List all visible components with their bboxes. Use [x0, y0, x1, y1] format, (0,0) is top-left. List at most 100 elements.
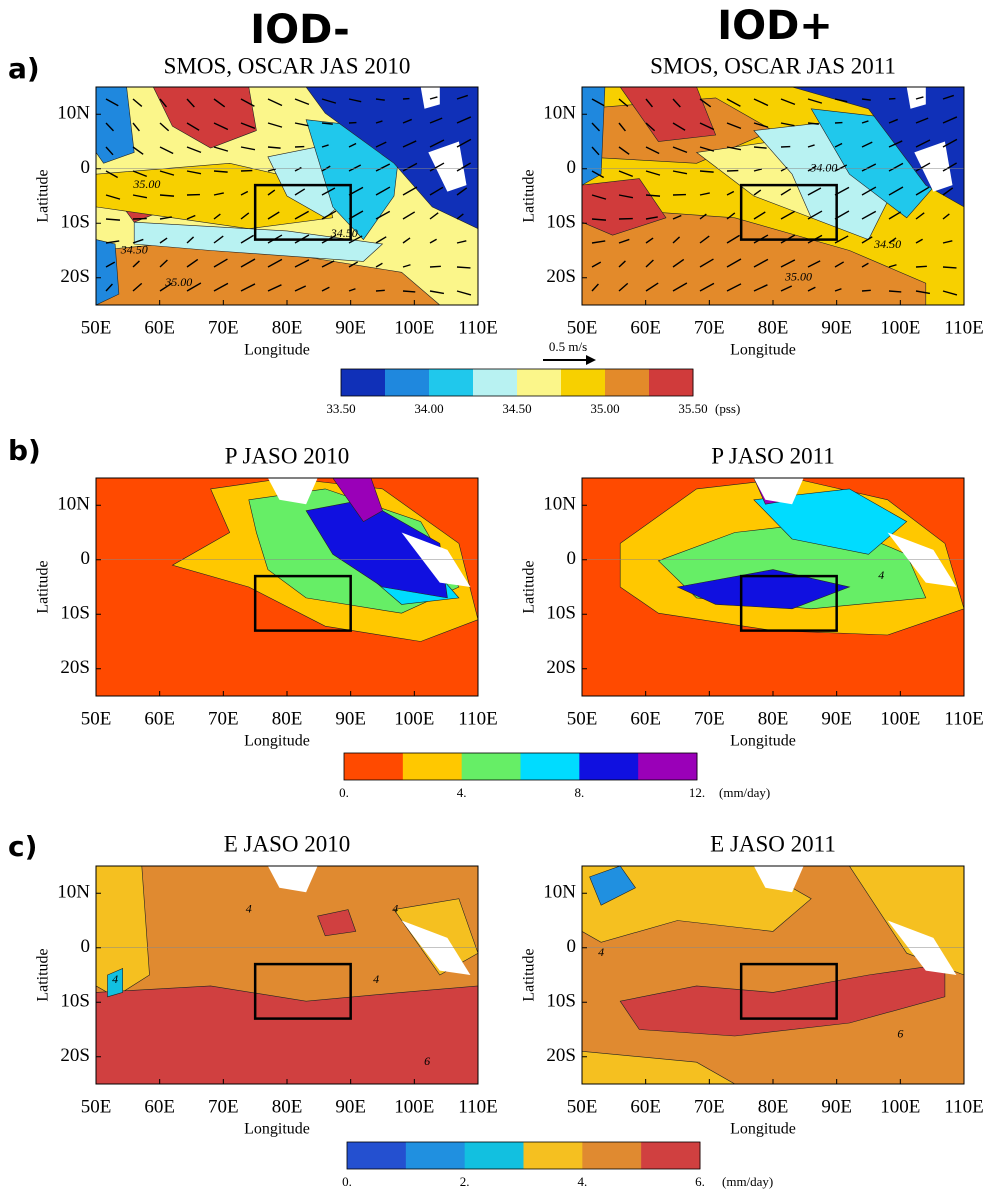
colorbar-tick-label: 4.	[457, 785, 467, 800]
current-vector	[672, 122, 686, 131]
contour-label: 34.50	[873, 237, 901, 251]
current-vector	[321, 286, 330, 292]
current-vector	[915, 139, 931, 148]
current-vector	[807, 122, 819, 125]
contour-fill	[581, 86, 606, 186]
current-vector	[861, 186, 877, 196]
colorbar-swatch	[520, 753, 580, 780]
current-vector	[429, 186, 444, 196]
current-vector	[186, 258, 199, 268]
current-vector	[213, 122, 229, 131]
land-mask	[753, 478, 804, 505]
vector-key-label: 0.5 m/s	[549, 339, 587, 354]
current-vector	[240, 212, 250, 220]
current-vector	[294, 259, 310, 268]
colorbar-tick-label: 35.50	[678, 401, 707, 416]
current-vector	[753, 258, 769, 268]
current-vector	[699, 192, 710, 196]
colorbar-tick-label: 33.50	[326, 401, 355, 416]
current-vector	[807, 210, 823, 220]
current-vector	[672, 146, 688, 154]
colorbar-tick-label: 8.	[574, 785, 584, 800]
x-tick-label: 70E	[694, 1096, 725, 1117]
colorbar-swatch	[579, 753, 639, 780]
current-vector	[456, 213, 464, 220]
colorbar-swatch	[461, 753, 521, 780]
current-vector	[456, 94, 469, 100]
land-mask	[914, 141, 953, 192]
current-vector	[618, 146, 630, 155]
current-vector	[186, 98, 195, 108]
map-panel	[95, 86, 479, 306]
x-tick-label: 90E	[821, 708, 852, 729]
current-vector	[699, 213, 707, 220]
current-vector	[888, 140, 903, 148]
y-tick-label: 20S	[60, 657, 90, 678]
colorbar-swatch	[464, 1142, 524, 1169]
current-vector	[132, 170, 148, 178]
y-axis-label: Latitude	[35, 169, 52, 222]
current-vector	[780, 210, 795, 220]
current-vector	[618, 98, 629, 107]
contour-fill	[133, 221, 384, 262]
y-tick-label: 20S	[546, 1045, 576, 1066]
current-vector	[159, 194, 175, 197]
colorbar-swatch	[344, 753, 404, 780]
y-axis-label: Latitude	[35, 560, 52, 613]
current-vector	[942, 187, 954, 196]
current-vector	[186, 122, 200, 131]
colorbar-tick-label: 4.	[577, 1174, 587, 1189]
current-vector	[186, 170, 202, 175]
current-vector	[213, 192, 224, 196]
current-vector	[105, 98, 119, 107]
current-vector	[672, 236, 681, 244]
y-tick-label: 10S	[546, 212, 576, 233]
current-vector	[942, 162, 957, 172]
current-vector	[591, 146, 600, 156]
current-vector	[132, 260, 140, 268]
current-vector	[213, 282, 229, 292]
x-tick-label: 90E	[821, 1096, 852, 1117]
current-vector	[348, 142, 357, 148]
x-tick-label: 80E	[758, 317, 789, 338]
current-vector	[294, 210, 309, 220]
colorbar-swatch	[473, 369, 518, 396]
current-vector	[375, 186, 391, 196]
x-axis-label: Longitude	[730, 1121, 796, 1138]
current-vector	[159, 259, 168, 268]
y-tick-label: 10S	[60, 212, 90, 233]
x-tick-label: 100E	[394, 1096, 434, 1117]
current-vector	[159, 282, 173, 292]
colorbar-tick-label: 34.00	[414, 401, 443, 416]
current-vector	[861, 98, 871, 101]
current-vector	[456, 116, 472, 124]
colorbar-swatch	[641, 1142, 701, 1169]
current-vector	[753, 122, 769, 128]
current-vector	[240, 234, 254, 244]
current-vector	[429, 265, 441, 268]
contour-label: 4	[373, 972, 379, 986]
region-box	[739, 574, 838, 632]
y-tick-label: 10S	[60, 603, 90, 624]
current-vector	[618, 260, 626, 268]
y-axis-label: Latitude	[35, 948, 52, 1001]
x-tick-label: 90E	[821, 317, 852, 338]
contour-label: 4	[598, 945, 604, 959]
current-vector	[834, 142, 843, 148]
colorbar-swatch	[341, 369, 386, 396]
y-tick-label: 10N	[543, 103, 576, 124]
current-vector	[105, 261, 116, 268]
region-box	[739, 962, 838, 1020]
current-vector	[780, 122, 795, 127]
current-vector	[699, 170, 714, 173]
current-vector	[321, 260, 335, 268]
current-vector	[186, 236, 195, 244]
colorbar-frame	[346, 1141, 701, 1170]
current-vector	[699, 258, 714, 268]
current-vector	[213, 170, 228, 173]
x-tick-label: 80E	[272, 317, 303, 338]
current-vector	[402, 290, 416, 293]
vector-key-head	[586, 355, 596, 365]
current-vector	[159, 122, 170, 132]
current-vector	[402, 186, 418, 196]
